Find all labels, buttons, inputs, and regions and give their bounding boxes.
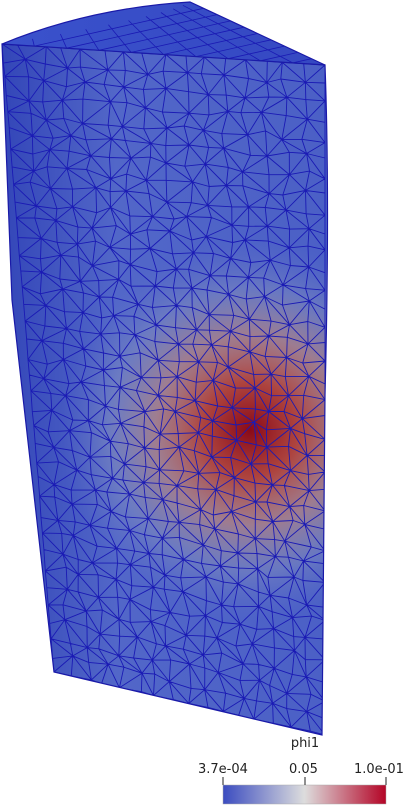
colorbar-title: phi1: [290, 736, 320, 751]
colorbar-label-min: 3.7e-04: [198, 762, 248, 777]
colorbar-label-mid: 0.05: [289, 762, 318, 777]
colorbar-gradient: [222, 784, 387, 805]
colorbar-label-max: 1.0e-01: [354, 762, 404, 777]
mesh-top-edges: [32, 4, 312, 64]
